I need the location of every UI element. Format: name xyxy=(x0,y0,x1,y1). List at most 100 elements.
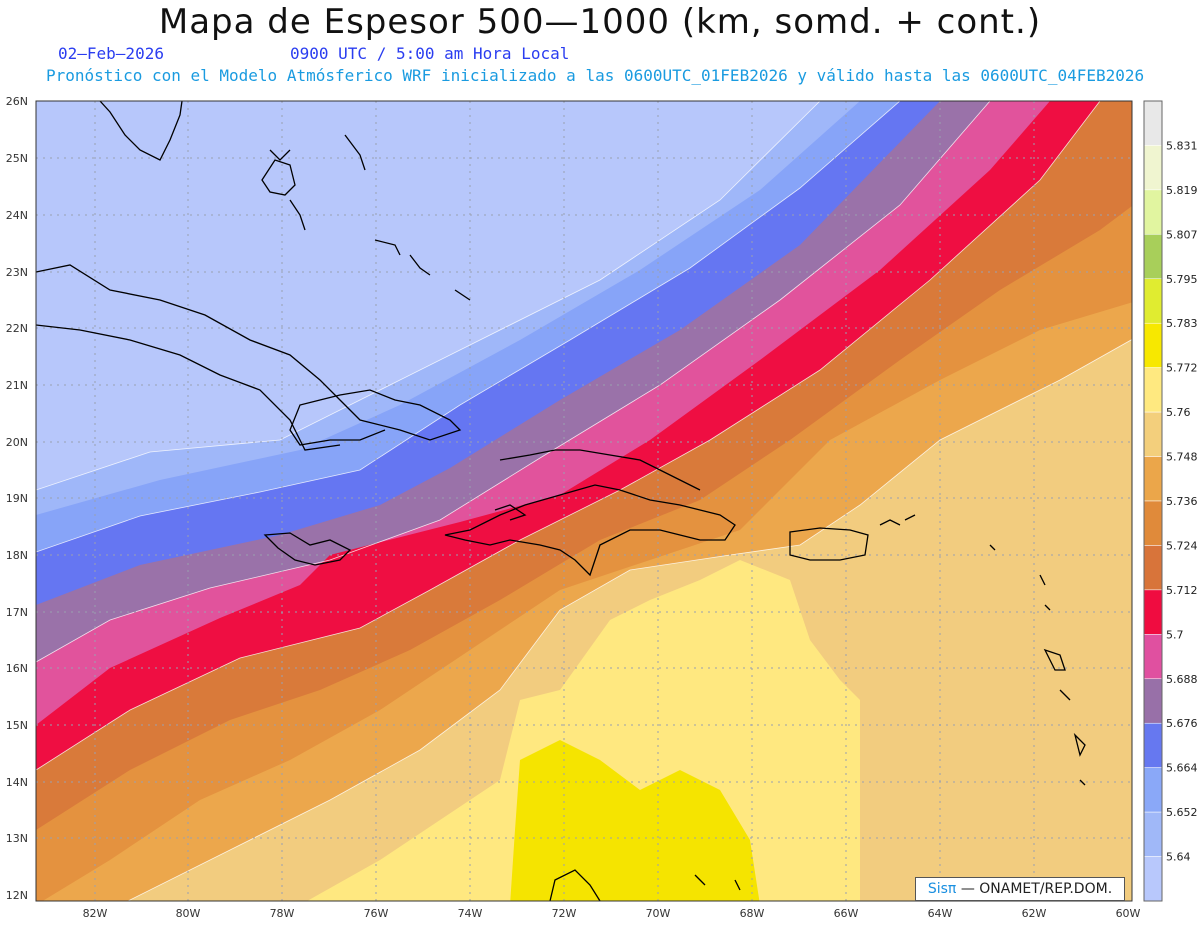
legend-swatch xyxy=(1143,767,1163,813)
lesser-antilles xyxy=(1079,779,1086,786)
lon-tick-label: 66W xyxy=(834,907,859,920)
lon-tick-label: 64W xyxy=(928,907,953,920)
bahamas-island xyxy=(261,159,296,196)
puerto-rico-coast xyxy=(789,527,869,561)
legend-swatch xyxy=(1143,278,1163,324)
venezuela-coast xyxy=(549,869,601,901)
lon-tick-label: 80W xyxy=(176,907,201,920)
legend-swatch xyxy=(1143,189,1163,235)
legend-swatch xyxy=(1143,500,1163,546)
bahamas-island xyxy=(374,239,401,256)
legend-swatch xyxy=(1143,145,1163,191)
lesser-antilles xyxy=(1073,732,1086,757)
lat-tick-label: 12N xyxy=(6,889,28,902)
legend-swatch xyxy=(1143,411,1163,457)
lon-tick-label: 60W xyxy=(1116,907,1141,920)
legend-swatch xyxy=(1143,811,1163,857)
hispaniola-coast xyxy=(444,484,736,577)
lat-tick-label: 20N xyxy=(6,436,28,449)
lesser-antilles xyxy=(1043,648,1066,671)
contour-lines xyxy=(36,101,1132,901)
florida-coast xyxy=(99,101,183,161)
bahamas-island xyxy=(454,289,471,301)
bahamas-island xyxy=(344,134,366,171)
color-legend: 5.831 5.819 5.807 5.795 5.783 5.772 5.76 5.748 5… xyxy=(1143,100,1198,902)
islands xyxy=(734,879,741,891)
credit-brand: Sisπ xyxy=(927,881,957,897)
forecast-time: 0900 UTC / 5:00 am Hora Local xyxy=(290,44,570,63)
contour-line xyxy=(36,101,991,663)
lat-tick-label: 25N xyxy=(6,152,28,165)
lat-tick-label: 21N xyxy=(6,379,28,392)
lon-tick-label: 76W xyxy=(364,907,389,920)
legend-label: 5.64 xyxy=(1166,851,1191,864)
forecast-description: Pronóstico con el Modelo Atmósferico WRF… xyxy=(46,66,1145,85)
credit-box: Sisπ — ONAMET/REP.DOM. xyxy=(915,877,1125,901)
legend-label: 5.652 xyxy=(1166,806,1198,819)
legend-label: 5.76 xyxy=(1166,406,1191,419)
legend-swatch xyxy=(1143,100,1163,146)
lat-tick-label: 19N xyxy=(6,492,28,505)
contour-line xyxy=(36,101,1101,771)
lat-tick-label: 18N xyxy=(6,549,28,562)
legend-swatch xyxy=(1143,634,1163,680)
lat-tick-label: 23N xyxy=(6,266,28,279)
cuba-coast-south xyxy=(36,324,341,451)
legend-swatch xyxy=(1143,722,1163,768)
map-title: Mapa de Espesor 500—1000 (km, somd. + co… xyxy=(158,2,1042,42)
virgin-islands xyxy=(879,519,901,526)
lat-tick-label: 26N xyxy=(6,95,28,108)
lon-axis: 82W 80W 78W 76W 74W 72W 70W 68W 66W 64W … xyxy=(83,907,1141,920)
cuba-coast xyxy=(36,264,462,446)
legend-swatch xyxy=(1143,456,1163,502)
legend-label: 5.807 xyxy=(1166,228,1198,241)
lon-tick-label: 82W xyxy=(83,907,108,920)
bahamas-island xyxy=(409,254,431,276)
legend-label: 5.7 xyxy=(1166,628,1184,641)
lon-tick-label: 68W xyxy=(740,907,765,920)
bahamas-island xyxy=(289,199,306,231)
legend-frame xyxy=(1143,100,1163,902)
lon-tick-label: 78W xyxy=(270,907,295,920)
lat-axis: 26N 25N 24N 23N 22N 21N 20N 19N 18N 17N … xyxy=(6,95,28,902)
lesser-antilles xyxy=(1059,689,1071,701)
legend-swatch xyxy=(1143,234,1163,280)
forecast-date: 02—Feb—2026 xyxy=(58,44,164,63)
credit-text: — ONAMET/REP.DOM. xyxy=(960,881,1113,897)
legend-label: 5.676 xyxy=(1166,717,1198,730)
legend-swatch xyxy=(1143,589,1163,635)
lesser-antilles xyxy=(1039,574,1046,586)
contour-bands xyxy=(36,101,1132,901)
lat-tick-label: 16N xyxy=(6,662,28,675)
hispaniola-west xyxy=(494,504,527,521)
legend-label: 5.688 xyxy=(1166,673,1198,686)
lat-tick-label: 17N xyxy=(6,606,28,619)
lon-tick-label: 74W xyxy=(458,907,483,920)
lesser-antilles xyxy=(989,544,996,551)
lon-tick-label: 70W xyxy=(646,907,671,920)
hispaniola-north xyxy=(499,449,701,491)
legend-swatch xyxy=(1143,367,1163,413)
legend-label: 5.724 xyxy=(1166,539,1198,552)
lon-tick-label: 72W xyxy=(552,907,577,920)
legend-label: 5.831 xyxy=(1166,139,1198,152)
lat-tick-label: 24N xyxy=(6,209,28,222)
legend-swatch xyxy=(1143,322,1163,368)
contour-line xyxy=(127,339,1132,901)
jamaica-coast xyxy=(263,532,352,566)
coastlines xyxy=(36,101,1086,901)
lat-tick-label: 15N xyxy=(6,719,28,732)
legend-label: 5.772 xyxy=(1166,362,1198,375)
legend-label: 5.795 xyxy=(1166,273,1198,286)
legend-label: 5.712 xyxy=(1166,584,1198,597)
lat-tick-label: 13N xyxy=(6,832,28,845)
gridlines xyxy=(36,101,1132,901)
lat-tick-label: 14N xyxy=(6,776,28,789)
band-5.783 xyxy=(510,740,760,901)
legend-label: 5.748 xyxy=(1166,451,1198,464)
lesser-antilles xyxy=(1044,604,1051,611)
legend-swatch xyxy=(1143,678,1163,724)
legend-label: 5.664 xyxy=(1166,762,1198,775)
legend-swatch xyxy=(1143,545,1163,591)
